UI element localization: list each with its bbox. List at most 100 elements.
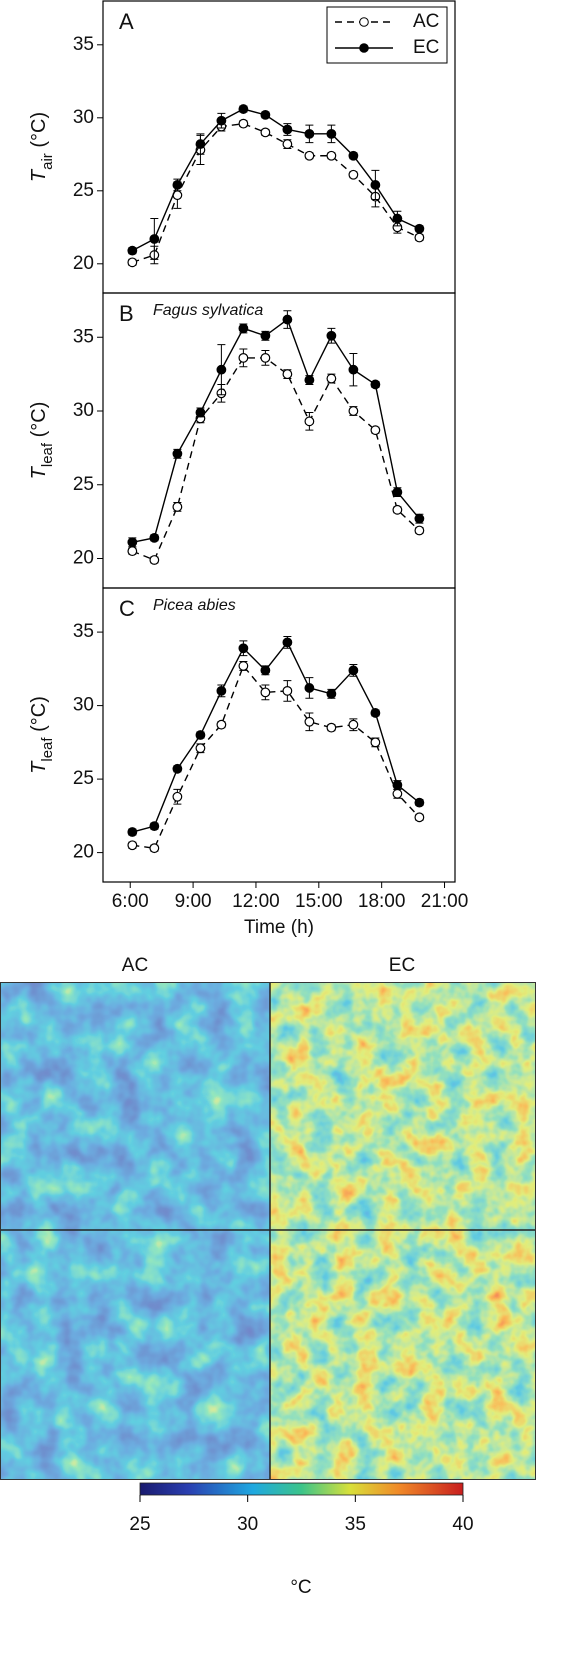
column-title: EC — [389, 955, 415, 976]
thermal-image — [0, 1230, 270, 1480]
y-label-subscript: leaf — [39, 737, 56, 762]
x-axis-label: Time (h) — [244, 917, 314, 938]
data-point — [238, 104, 249, 114]
data-point — [127, 827, 138, 837]
data-point — [238, 323, 249, 334]
data-point — [260, 687, 271, 698]
data-point — [149, 234, 160, 244]
data-point — [414, 223, 425, 234]
data-point — [348, 665, 359, 676]
data-point — [304, 716, 315, 727]
data-point — [260, 665, 271, 676]
data-point — [414, 513, 425, 524]
image-frame — [0, 982, 536, 1480]
data-point — [348, 150, 359, 161]
panel-letter: A — [119, 9, 134, 34]
data-point — [195, 730, 206, 740]
y-label-unit: (°C) — [28, 402, 50, 443]
data-point — [392, 504, 403, 515]
y-label-subscript: leaf — [39, 442, 56, 467]
x-tick-label: 9:00 — [175, 891, 212, 912]
colorbar-tick-label: 40 — [452, 1514, 473, 1535]
data-point — [326, 330, 337, 341]
colorbar-tick-label: 30 — [237, 1514, 258, 1535]
colorbar — [139, 1482, 464, 1496]
data-point — [238, 353, 249, 363]
data-point — [195, 139, 206, 149]
x-tick-label: 6:00 — [112, 891, 149, 912]
panel-subtitle: Fagus sylvatica — [153, 302, 263, 319]
series-line — [132, 108, 420, 252]
thermal-image — [0, 982, 270, 1230]
data-point — [370, 379, 381, 390]
y-axis-label: Tair (°C) — [28, 112, 56, 182]
data-point — [216, 364, 227, 375]
data-point — [370, 180, 381, 190]
series-line — [132, 664, 420, 849]
y-tick-label: 25 — [73, 180, 94, 201]
y-tick-label: 20 — [73, 253, 94, 274]
x-tick-label: 12:00 — [232, 891, 280, 912]
series-line — [132, 641, 420, 833]
y-tick-label: 20 — [73, 842, 94, 863]
panel-frame — [102, 587, 456, 883]
legend-marker — [359, 17, 369, 27]
thermal-images: AC EC — [0, 955, 536, 1480]
y-label-symbol: T — [28, 465, 50, 479]
data-point — [127, 840, 138, 851]
data-point — [149, 532, 160, 543]
x-tick-label: 18:00 — [358, 891, 406, 912]
data-point — [260, 109, 271, 120]
y-axis-label: Tleaf (°C) — [28, 402, 56, 480]
data-point — [370, 708, 381, 718]
data-point — [304, 683, 315, 693]
data-point — [392, 487, 403, 498]
y-tick-label: 25 — [73, 768, 94, 789]
y-tick-label: 30 — [73, 695, 94, 716]
series-line — [132, 122, 420, 264]
y-label-symbol: T — [28, 760, 50, 774]
x-tick-label: 21:00 — [421, 891, 469, 912]
data-point — [172, 180, 183, 190]
data-point — [127, 245, 138, 256]
data-point — [282, 314, 293, 325]
data-point — [414, 525, 425, 536]
data-point — [172, 501, 183, 512]
data-point — [127, 537, 138, 548]
data-point — [370, 737, 381, 748]
data-point — [304, 416, 315, 427]
data-point — [282, 139, 293, 149]
data-point — [304, 150, 315, 161]
data-point — [348, 719, 359, 730]
y-label-unit: (°C) — [28, 696, 50, 737]
data-point — [392, 780, 403, 790]
data-point — [304, 375, 315, 385]
data-point — [304, 128, 315, 139]
colorbar-tick-label: 35 — [345, 1514, 366, 1535]
data-point — [282, 637, 293, 648]
data-point — [149, 843, 160, 854]
y-label-symbol: T — [28, 168, 50, 182]
data-point — [238, 643, 249, 654]
data-point — [195, 407, 206, 418]
data-point — [216, 115, 227, 126]
data-point — [195, 743, 206, 754]
colorbar-label: °C — [290, 1577, 311, 1598]
legend-label: EC — [413, 37, 439, 58]
data-point — [326, 688, 337, 699]
legend-label: AC — [413, 11, 439, 32]
panel-frame — [102, 292, 456, 589]
thermal-image — [270, 982, 536, 1230]
data-point — [282, 124, 293, 135]
data-point — [127, 546, 138, 557]
y-label-subscript: air — [39, 153, 56, 170]
data-point — [348, 364, 359, 375]
y-tick-label: 30 — [73, 400, 94, 421]
data-point — [414, 797, 425, 808]
data-point — [260, 353, 271, 363]
data-point — [260, 127, 271, 138]
data-point — [149, 821, 160, 832]
thermal-image — [270, 1230, 536, 1480]
